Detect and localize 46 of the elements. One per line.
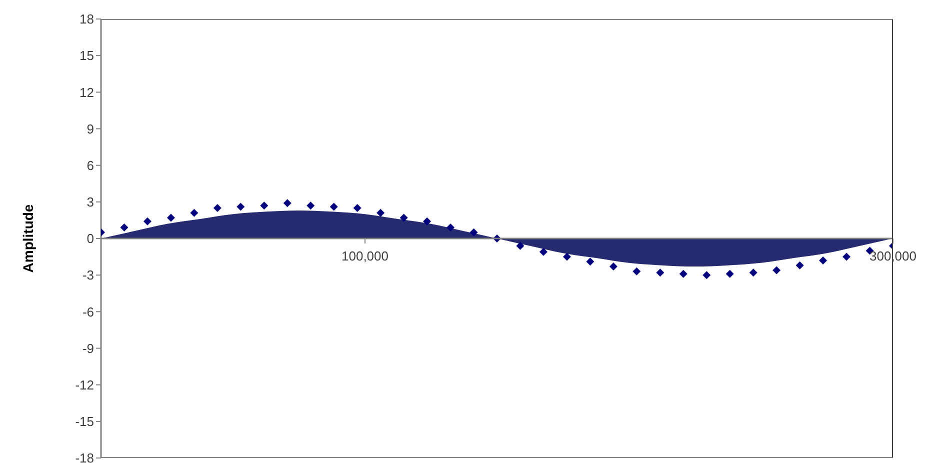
point — [446, 224, 455, 232]
y-tick-label: -12 — [75, 377, 94, 392]
point — [470, 228, 478, 236]
point — [260, 202, 268, 210]
x-tick-label: 100,000 — [342, 248, 388, 264]
point — [376, 208, 385, 217]
point — [213, 204, 222, 212]
y-tick-label: 9 — [86, 121, 94, 136]
point — [400, 214, 408, 222]
point — [190, 208, 198, 217]
point — [562, 252, 571, 261]
y-tick-label: -18 — [75, 450, 94, 463]
point — [726, 270, 734, 278]
y-axis-title: Amplitude — [20, 204, 36, 273]
y-tick-label: -15 — [75, 414, 94, 430]
point — [796, 261, 804, 270]
point — [656, 268, 664, 277]
point — [586, 258, 594, 266]
point — [609, 262, 618, 271]
point — [236, 202, 245, 211]
point — [143, 217, 152, 226]
point — [166, 214, 175, 222]
y-tick-label: 6 — [86, 158, 94, 173]
point — [842, 252, 851, 261]
point — [632, 267, 641, 276]
y-tick-label: 15 — [80, 48, 94, 64]
y-tick-label: 3 — [86, 194, 94, 210]
y-tick-label: -3 — [82, 268, 94, 283]
y-tick-label: 0 — [86, 231, 94, 246]
point — [330, 202, 338, 211]
y-tick-label: -6 — [82, 304, 94, 320]
point — [353, 204, 362, 212]
y-tick-label: -9 — [82, 340, 94, 356]
point — [772, 266, 781, 274]
y-tick-label: 12 — [80, 84, 94, 100]
point — [819, 256, 828, 264]
point — [423, 217, 432, 226]
point — [283, 199, 292, 208]
point — [306, 202, 315, 210]
point — [702, 271, 711, 280]
point — [539, 248, 548, 256]
point — [679, 270, 688, 278]
point — [120, 224, 128, 232]
point — [749, 268, 758, 277]
y-tick-label: 18 — [80, 12, 94, 27]
point — [516, 242, 524, 250]
